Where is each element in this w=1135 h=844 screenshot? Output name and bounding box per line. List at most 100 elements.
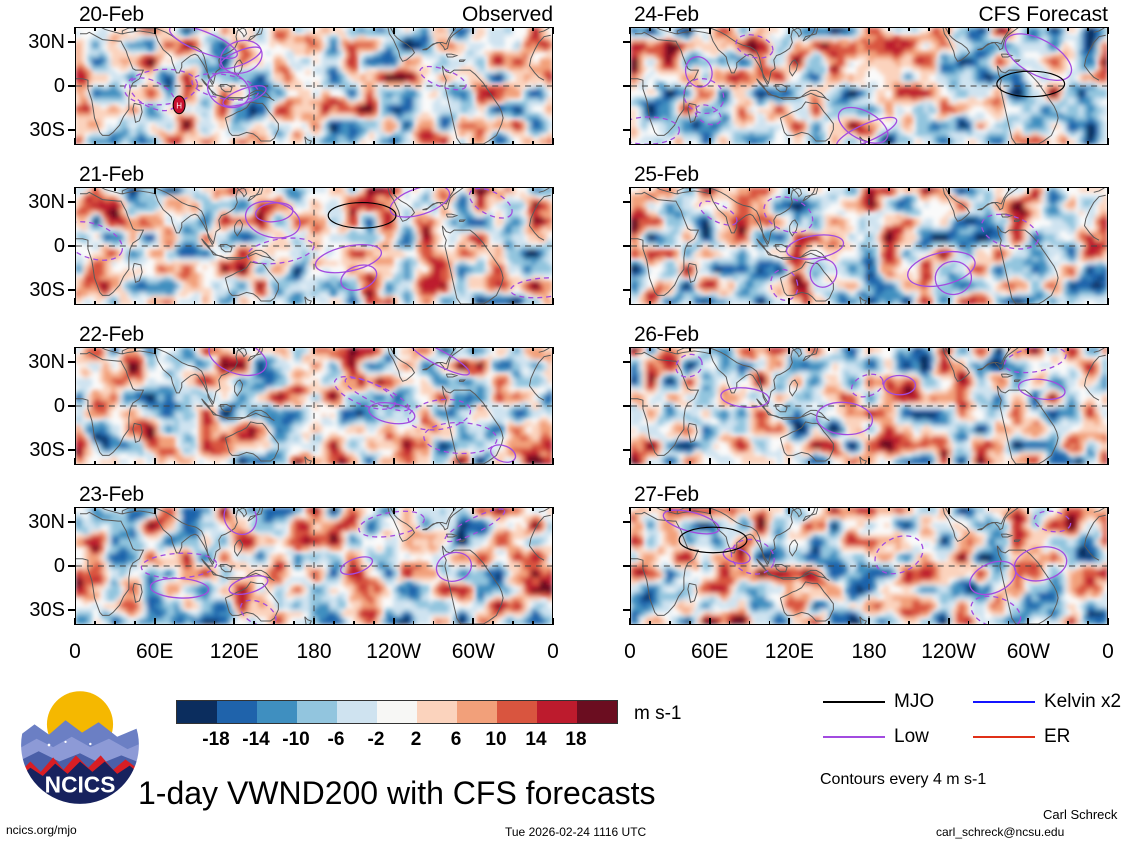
colorbar-segment — [177, 701, 217, 723]
x-tick-mark — [788, 458, 791, 465]
map-panel[interactable] — [630, 187, 1108, 305]
x-tick-mark — [512, 27, 515, 31]
x-tick-mark — [868, 618, 870, 625]
x-tick-mark — [649, 301, 651, 305]
x-tick-mark — [213, 301, 216, 305]
x-tick-mark — [133, 347, 136, 351]
x-tick-mark — [708, 347, 711, 354]
x-tick-mark — [768, 507, 771, 511]
colorbar-segment — [257, 701, 297, 723]
map-panel[interactable] — [75, 507, 553, 625]
x-tick-mark — [649, 461, 651, 465]
x-tick-mark — [233, 458, 236, 465]
x-tick-mark — [728, 187, 731, 191]
footer-site[interactable]: ncics.org/mjo — [6, 824, 77, 836]
y-tick-mark — [623, 520, 631, 523]
x-tick-mark — [688, 461, 691, 465]
x-tick-mark — [788, 347, 791, 354]
x-tick-mark — [907, 507, 910, 511]
x-tick-mark — [728, 301, 731, 305]
y-tick-mark — [68, 40, 76, 43]
x-tick-mark — [313, 298, 315, 305]
x-tick-mark — [987, 347, 990, 351]
legend-label: MJO — [894, 692, 934, 711]
x-tick-mark — [1027, 618, 1030, 625]
anomaly-field — [76, 188, 552, 304]
low-contour — [314, 244, 383, 274]
colorbar-segment — [417, 701, 457, 723]
x-tick-mark — [233, 618, 236, 625]
panel-date-label: 25-Feb — [634, 164, 699, 185]
x-tick-mark — [1107, 458, 1109, 465]
x-tick-mark — [492, 301, 495, 305]
x-tick-mark — [967, 187, 970, 191]
x-tick-mark — [293, 621, 295, 625]
x-tick-mark — [708, 298, 711, 305]
x-tick-mark — [512, 187, 515, 191]
x-tick-mark — [352, 301, 355, 305]
x-tick-mark — [133, 187, 136, 191]
x-tick-mark — [412, 461, 415, 465]
y-tick-mark — [68, 360, 76, 363]
x-tick-mark — [848, 141, 850, 145]
low-contour — [720, 387, 770, 409]
map-panel[interactable] — [75, 187, 553, 305]
x-tick-mark — [173, 461, 176, 465]
contour-interval-note: Contours every 4 m s-1 — [820, 772, 986, 788]
x-tick-mark — [927, 507, 930, 511]
x-tick-mark — [808, 461, 811, 465]
x-tick-mark — [1107, 298, 1109, 305]
y-tick-mark — [623, 85, 631, 87]
map-panel[interactable]: H — [75, 27, 553, 145]
x-tick-mark — [193, 461, 196, 465]
colorbar-tick-label: -18 — [202, 730, 229, 749]
x-tick-mark — [452, 621, 455, 625]
y-tick-mark — [623, 609, 631, 612]
low-contour — [368, 401, 416, 425]
x-axis-label: 120W — [921, 641, 976, 662]
mjo-contour — [327, 201, 397, 229]
legend-label: Low — [894, 727, 929, 746]
logo-text: NCICS — [45, 772, 116, 798]
x-tick-mark — [492, 461, 495, 465]
x-tick-mark — [432, 347, 435, 351]
x-tick-mark — [552, 618, 554, 625]
panel-date-label: 20-Feb — [79, 4, 144, 25]
x-tick-mark — [213, 27, 216, 31]
map-panel[interactable] — [630, 347, 1108, 465]
footer-timestamp: Tue 2026-02-24 1116 UTC — [505, 826, 646, 838]
x-tick-mark — [392, 458, 395, 465]
map-panel[interactable] — [630, 507, 1108, 625]
x-tick-mark — [987, 461, 990, 465]
map-panel[interactable] — [630, 27, 1108, 145]
main-title: 1-day VWND200 with CFS forecasts — [138, 777, 656, 809]
footer-email[interactable]: carl_schreck@ncsu.edu — [936, 826, 1064, 838]
legend-label: ER — [1044, 727, 1070, 746]
x-tick-mark — [512, 507, 515, 511]
x-tick-mark — [848, 187, 850, 191]
x-tick-mark — [1047, 27, 1050, 31]
x-tick-mark — [768, 461, 771, 465]
x-tick-mark — [808, 27, 811, 31]
x-tick-mark — [1107, 138, 1109, 145]
x-tick-mark — [94, 347, 96, 351]
panel-date-label: 23-Feb — [79, 484, 144, 505]
x-tick-mark — [848, 301, 850, 305]
x-tick-mark — [193, 621, 196, 625]
colorbar-segment — [497, 701, 537, 723]
map-panel[interactable] — [75, 347, 553, 465]
x-tick-mark — [907, 301, 910, 305]
x-axis-label: 180 — [296, 641, 331, 662]
y-axis-label: 0 — [0, 76, 65, 96]
y-axis-label: 30S — [0, 120, 65, 140]
x-tick-mark — [552, 138, 554, 145]
low-contour — [206, 71, 251, 109]
x-tick-mark — [888, 621, 890, 625]
x-tick-mark — [1047, 301, 1050, 305]
x-tick-mark — [668, 621, 671, 625]
x-tick-mark — [927, 187, 930, 191]
x-tick-mark — [532, 27, 534, 31]
x-tick-mark — [412, 507, 415, 511]
x-tick-mark — [668, 187, 671, 191]
x-tick-mark — [927, 141, 930, 145]
